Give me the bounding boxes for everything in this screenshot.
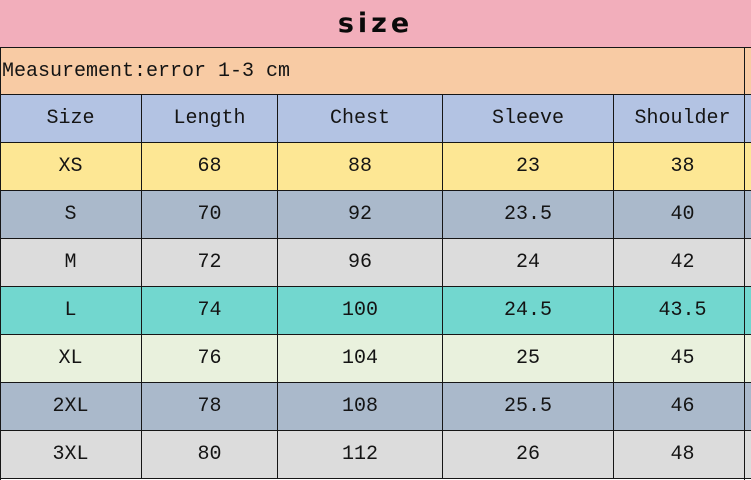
table-row-3xl: 3XL 80 112 26 48 xyxy=(0,431,751,479)
table-left-border xyxy=(0,48,1,480)
cell-chest: 108 xyxy=(278,383,443,430)
cell-size: 2XL xyxy=(0,383,142,430)
cell-sleeve: 25.5 xyxy=(443,383,614,430)
cell-size: L xyxy=(0,287,142,334)
cell-size: 3XL xyxy=(0,431,142,478)
cell-sleeve: 23 xyxy=(443,143,614,190)
table-row-2xl: 2XL 78 108 25.5 46 xyxy=(0,383,751,431)
header-cell-shoulder: Shoulder xyxy=(634,107,731,130)
measurement-note-row: Measurement:error 1-3 cm xyxy=(0,48,751,95)
cell-shoulder: 42 xyxy=(670,251,695,274)
cell-chest: 104 xyxy=(278,335,443,382)
table-right-border xyxy=(744,48,745,480)
cell-size: M xyxy=(0,239,142,286)
table-row-s: S 70 92 23.5 40 xyxy=(0,191,751,239)
table-row-l: L 74 100 24.5 43.5 xyxy=(0,287,751,335)
cell-chest: 100 xyxy=(278,287,443,334)
table-row-m: M 72 96 24 42 xyxy=(0,239,751,287)
title-row: size xyxy=(0,0,751,48)
cell-shoulder: 45 xyxy=(670,347,695,370)
table-row-xs: XS 68 88 23 38 xyxy=(0,143,751,191)
cell-length: 72 xyxy=(142,239,278,286)
cell-shoulder: 46 xyxy=(670,395,695,418)
cell-length: 68 xyxy=(142,143,278,190)
cell-size: XL xyxy=(0,335,142,382)
header-cell-sleeve: Sleeve xyxy=(443,95,614,142)
cell-chest: 96 xyxy=(278,239,443,286)
cell-length: 70 xyxy=(142,191,278,238)
cell-sleeve: 25 xyxy=(443,335,614,382)
cell-length: 80 xyxy=(142,431,278,478)
cell-length: 74 xyxy=(142,287,278,334)
header-cell-size: Size xyxy=(0,95,142,142)
cell-size: S xyxy=(0,191,142,238)
cell-sleeve: 23.5 xyxy=(443,191,614,238)
cell-sleeve: 24 xyxy=(443,239,614,286)
cell-size: XS xyxy=(0,143,142,190)
cell-length: 78 xyxy=(142,383,278,430)
measurement-note: Measurement:error 1-3 cm xyxy=(2,59,291,83)
header-cell-chest: Chest xyxy=(278,95,443,142)
cell-shoulder: 40 xyxy=(670,203,695,226)
cell-sleeve: 24.5 xyxy=(443,287,614,334)
table-header-row: Size Length Chest Sleeve Shoulder xyxy=(0,95,751,143)
cell-shoulder: 48 xyxy=(670,443,695,466)
table-row-xl: XL 76 104 25 45 xyxy=(0,335,751,383)
header-cell-length: Length xyxy=(142,95,278,142)
cell-length: 76 xyxy=(142,335,278,382)
cell-shoulder: 43.5 xyxy=(658,299,707,322)
cell-chest: 112 xyxy=(278,431,443,478)
cell-chest: 88 xyxy=(278,143,443,190)
cell-sleeve: 26 xyxy=(443,431,614,478)
cell-shoulder: 38 xyxy=(670,155,695,178)
cell-chest: 92 xyxy=(278,191,443,238)
chart-title: size xyxy=(337,8,414,39)
